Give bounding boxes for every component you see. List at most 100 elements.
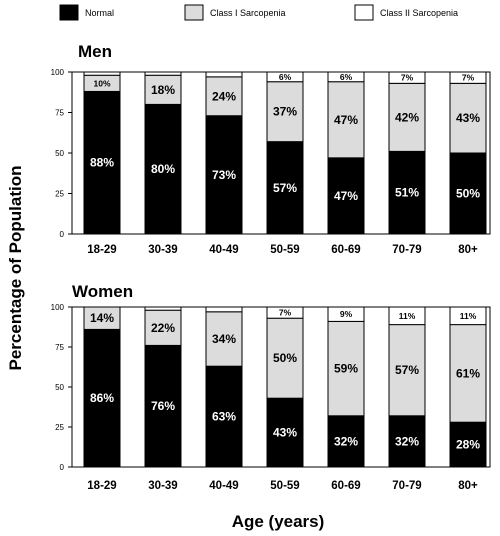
data-label-0-1-0: 80% — [151, 162, 175, 176]
data-label-1-6-0: 28% — [456, 438, 480, 452]
data-label-0-1-1: 18% — [151, 83, 175, 97]
bar-seg-1-5-2 — [388, 306, 426, 326]
y-axis-title: Percentage of Population — [6, 166, 25, 371]
bar-seg-1-5-1 — [388, 324, 426, 417]
bar-seg-1-3-1 — [266, 317, 304, 399]
data-label-0-4-2: 6% — [340, 72, 353, 82]
bar-seg-0-3-1 — [266, 81, 304, 143]
bar-seg-0-4-2 — [327, 71, 365, 83]
data-label-0-0-0: 88% — [90, 156, 114, 170]
data-label-1-6-1: 61% — [456, 366, 480, 380]
bar-seg-0-2-2 — [205, 71, 243, 78]
data-label-0-5-1: 42% — [395, 110, 419, 124]
data-label-1-4-1: 59% — [334, 362, 358, 376]
bar-seg-1-1-1 — [144, 309, 182, 346]
bar-seg-0-0-2 — [83, 71, 121, 76]
panel-1: Women 0 25 50 75 100 86% 14% 18-29 76% 22% 30-39 63%… — [51, 282, 491, 492]
bar-seg-0-6-2 — [449, 71, 487, 84]
y-tick-label-0-4: 100 — [51, 68, 65, 77]
bar-seg-1-4-1 — [327, 320, 365, 417]
y-tick-label-1-1: 25 — [55, 423, 64, 432]
data-label-1-1-1: 22% — [151, 321, 175, 335]
data-label-0-5-2: 7% — [401, 73, 414, 83]
data-label-0-3-0: 57% — [273, 181, 297, 195]
data-label-1-3-2: 7% — [279, 308, 292, 318]
data-label-1-2-0: 63% — [212, 410, 236, 424]
data-label-1-5-0: 32% — [395, 434, 419, 448]
data-label-0-3-2: 6% — [279, 72, 292, 82]
y-tick-label-1-0: 0 — [60, 463, 65, 472]
bar-seg-1-4-0 — [327, 415, 365, 468]
bar-seg-1-2-0 — [205, 365, 243, 468]
bar-seg-1-1-2 — [144, 306, 182, 311]
category-label-1-6: 80+ — [458, 480, 478, 492]
panels: Men 0 25 50 75 100 88% 10% 18-29 80% 18% 30-39 73% 24… — [51, 42, 491, 492]
data-label-1-4-0: 32% — [334, 434, 358, 448]
legend-label-1: Class I Sarcopenia — [210, 8, 286, 18]
y-tick-label-0-2: 50 — [55, 149, 64, 158]
y-tick-label-1-2: 50 — [55, 383, 64, 392]
data-label-1-5-1: 57% — [395, 363, 419, 377]
legend-label-2: Class II Sarcopenia — [380, 8, 458, 18]
data-label-1-6-2: 11% — [460, 311, 477, 321]
data-label-0-3-1: 37% — [273, 105, 297, 119]
panel-title-0: Men — [78, 42, 112, 61]
legend-label-0: Normal — [85, 8, 114, 18]
legend-swatch-0 — [59, 4, 79, 21]
data-label-0-0-1: 10% — [93, 78, 110, 88]
category-label-0-0: 18-29 — [87, 244, 116, 256]
category-label-1-2: 40-49 — [209, 480, 238, 492]
bar-seg-0-5-1 — [388, 82, 426, 152]
data-label-1-1-0: 76% — [151, 399, 175, 413]
bar-seg-0-5-2 — [388, 71, 426, 84]
data-label-0-2-1: 24% — [212, 89, 236, 103]
data-label-0-4-1: 47% — [334, 113, 358, 127]
data-label-0-4-0: 47% — [334, 189, 358, 203]
data-label-0-2-0: 73% — [212, 168, 236, 182]
bar-seg-0-1-2 — [144, 71, 182, 76]
legend-swatch-2 — [354, 4, 374, 21]
bar-seg-1-3-2 — [266, 306, 304, 319]
data-label-0-6-2: 7% — [462, 73, 475, 83]
bar-seg-1-2-2 — [205, 306, 243, 313]
category-label-0-1: 30-39 — [148, 244, 177, 256]
category-label-1-0: 18-29 — [87, 480, 116, 492]
category-label-1-5: 70-79 — [392, 480, 421, 492]
category-label-1-1: 30-39 — [148, 480, 177, 492]
category-label-0-6: 80+ — [458, 244, 478, 256]
bar-seg-0-3-0 — [266, 141, 304, 235]
y-tick-label-1-3: 75 — [55, 343, 64, 352]
category-label-1-4: 60-69 — [331, 480, 360, 492]
category-label-0-4: 60-69 — [331, 244, 360, 256]
data-label-1-3-0: 43% — [273, 426, 297, 440]
data-label-0-5-0: 51% — [395, 186, 419, 200]
data-label-1-3-1: 50% — [273, 351, 297, 365]
bar-seg-1-3-0 — [266, 397, 304, 468]
panel-0: Men 0 25 50 75 100 88% 10% 18-29 80% 18% 30-39 73% 24… — [51, 42, 491, 256]
bar-seg-0-5-0 — [388, 150, 426, 235]
x-axis-title: Age (years) — [232, 512, 325, 531]
data-label-0-6-0: 50% — [456, 187, 480, 201]
bar-seg-1-1-0 — [144, 344, 182, 468]
category-label-0-2: 40-49 — [209, 244, 238, 256]
category-label-1-3: 50-59 — [270, 480, 299, 492]
data-label-1-0-1: 14% — [90, 311, 114, 325]
bar-seg-0-3-2 — [266, 71, 304, 83]
bar-seg-1-0-0 — [83, 328, 121, 468]
data-label-1-0-0: 86% — [90, 391, 114, 405]
y-tick-label-0-3: 75 — [55, 109, 64, 118]
bar-seg-1-0-1 — [83, 306, 121, 330]
legend: Normal Class I Sarcopenia Class II Sarcope… — [59, 4, 458, 21]
data-label-1-2-1: 34% — [212, 332, 236, 346]
data-label-0-6-1: 43% — [456, 111, 480, 125]
bar-seg-0-6-0 — [449, 152, 487, 235]
category-label-0-5: 70-79 — [392, 244, 421, 256]
y-tick-label-0-1: 25 — [55, 190, 64, 199]
bar-seg-1-4-2 — [327, 306, 365, 322]
y-tick-label-1-4: 100 — [51, 303, 65, 312]
legend-swatch-1 — [184, 4, 204, 21]
data-label-1-5-2: 11% — [399, 311, 416, 321]
y-tick-label-0-0: 0 — [60, 230, 65, 239]
panel-title-1: Women — [72, 282, 133, 301]
